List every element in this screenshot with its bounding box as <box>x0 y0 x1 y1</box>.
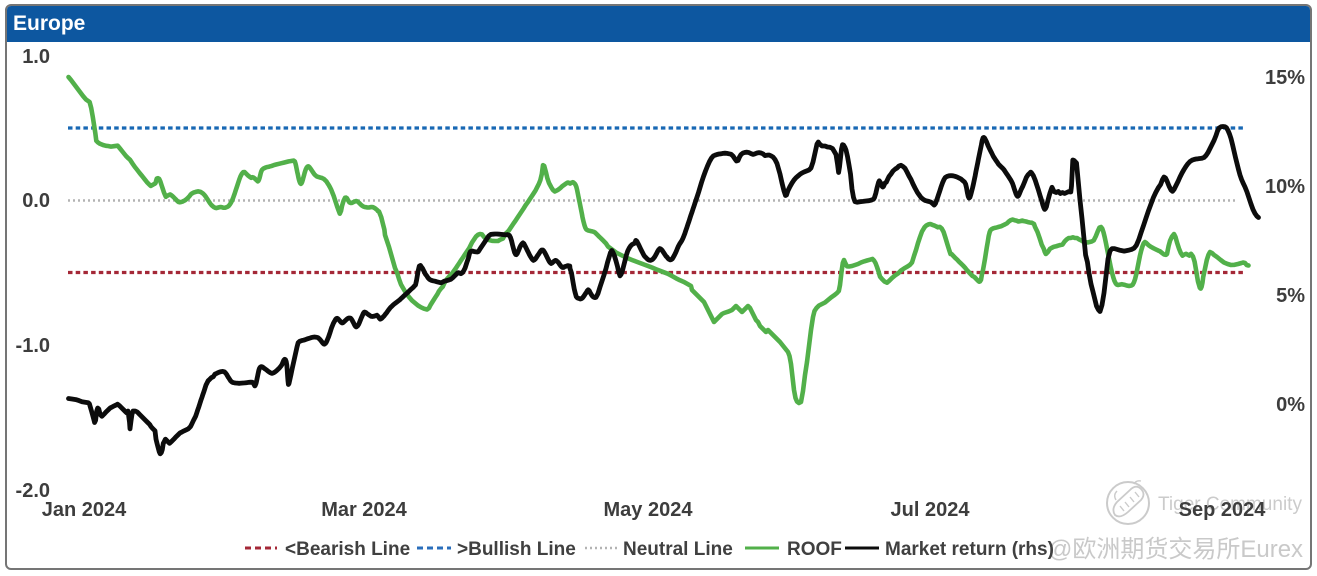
svg-text:Jul 2024: Jul 2024 <box>891 499 971 521</box>
svg-text:0%: 0% <box>1276 394 1305 416</box>
svg-text:@欧洲期货交易所Eurex: @欧洲期货交易所Eurex <box>1048 536 1303 563</box>
svg-text:Market return (rhs): Market return (rhs) <box>885 539 1054 560</box>
svg-text:10%: 10% <box>1265 176 1305 198</box>
svg-text:1.0: 1.0 <box>22 46 50 68</box>
svg-text:-2.0: -2.0 <box>16 480 50 502</box>
svg-text:Mar 2024: Mar 2024 <box>321 499 407 521</box>
svg-text:15%: 15% <box>1265 67 1305 89</box>
svg-text:Tiger Community: Tiger Community <box>1158 494 1302 515</box>
svg-text:Sep 2024: Sep 2024 <box>1179 499 1267 521</box>
svg-text:5%: 5% <box>1276 285 1305 307</box>
svg-text:Neutral Line: Neutral Line <box>623 539 733 560</box>
svg-text:-1.0: -1.0 <box>16 335 50 357</box>
svg-text:<Bearish Line: <Bearish Line <box>285 539 410 560</box>
svg-text:0.0: 0.0 <box>22 190 50 212</box>
svg-text:May 2024: May 2024 <box>604 499 694 521</box>
svg-text:ROOF: ROOF <box>787 539 842 560</box>
svg-text:Jan 2024: Jan 2024 <box>42 499 127 521</box>
svg-text:>Bullish Line: >Bullish Line <box>457 539 576 560</box>
